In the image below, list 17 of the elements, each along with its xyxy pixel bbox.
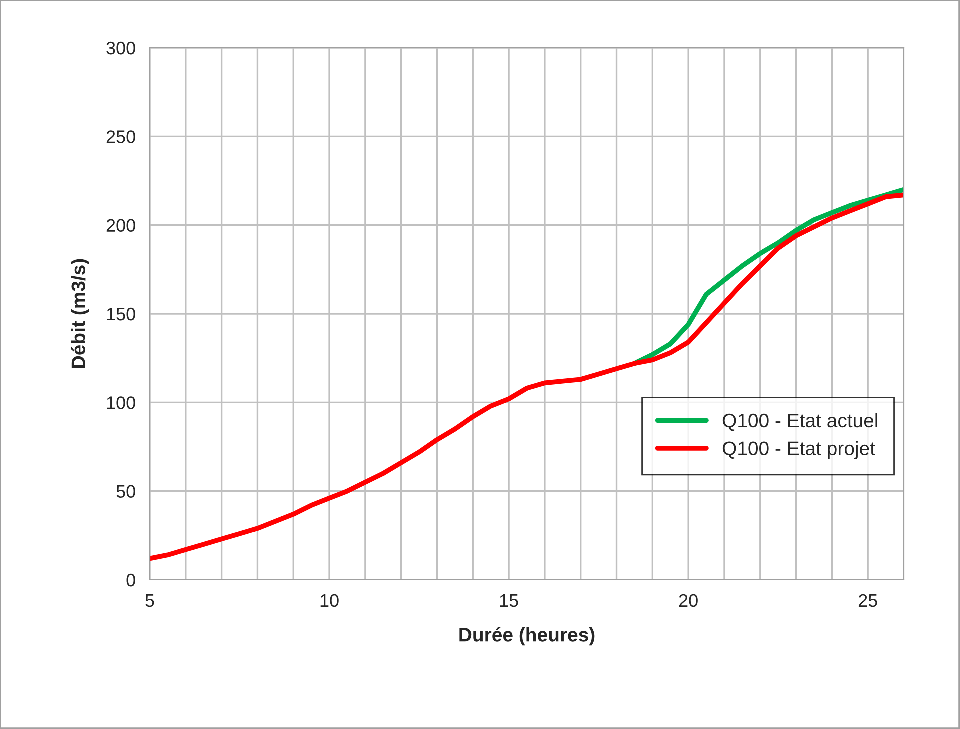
y-tick-label: 250 — [106, 130, 136, 144]
y-tick-label: 150 — [107, 308, 136, 321]
x-tick-label: 5 — [146, 594, 154, 608]
legend-label: Q100 - Etat projet — [722, 441, 876, 460]
y-tick-label: 100 — [107, 396, 136, 410]
x-tick-label: 20 — [679, 594, 698, 608]
line-series — [150, 192, 904, 562]
x-tick-label: 15 — [500, 594, 518, 608]
y-tick-label: 300 — [106, 42, 136, 55]
y-tick-label: 50 — [116, 485, 136, 498]
x-tick-label: 10 — [320, 594, 339, 608]
y-axis-title: Débit (m3/s) — [71, 259, 90, 368]
x-tick-label: 25 — [858, 594, 878, 608]
y-tick-label: 0 — [126, 574, 136, 587]
x-axis-title: Durée (heures) — [460, 627, 595, 646]
legend-label: Q100 - Etat actuel — [722, 413, 878, 432]
y-tick-label: 200 — [106, 219, 136, 232]
